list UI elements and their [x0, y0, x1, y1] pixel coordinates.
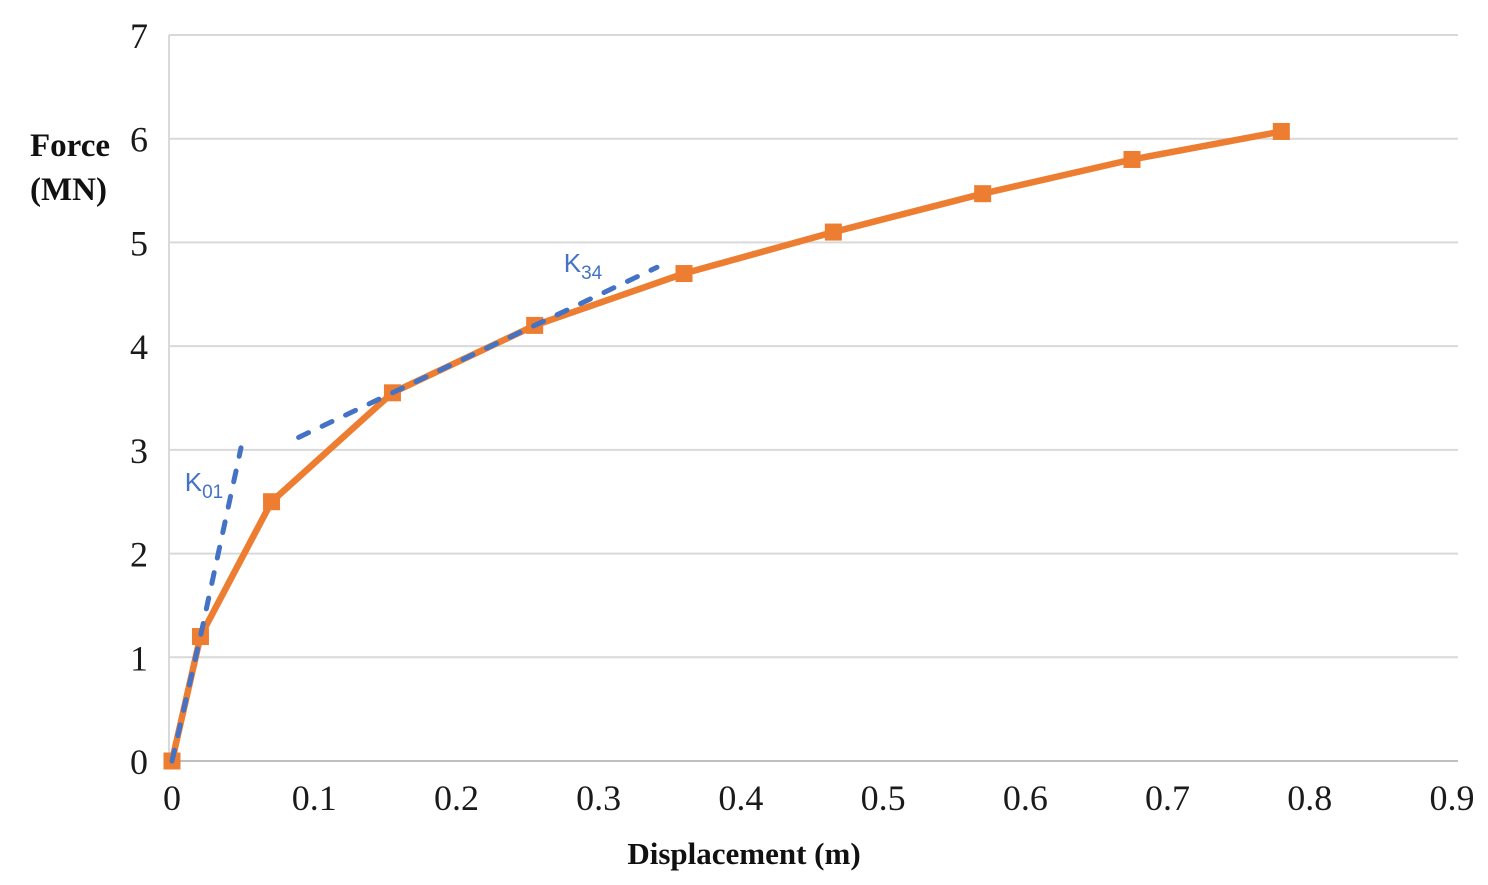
annotation-K01: K01 — [185, 467, 223, 503]
x-tick-label-0.1: 0.1 — [292, 778, 337, 818]
force-displacement-curve-marker-2 — [263, 493, 281, 511]
y-tick-label-2: 2 — [130, 535, 148, 575]
x-axis-title: Displacement (m) — [627, 836, 861, 871]
x-tick-label-0.4: 0.4 — [718, 778, 763, 818]
y-axis-title: Force (MN) — [30, 124, 110, 212]
x-tick-label-0.3: 0.3 — [576, 778, 621, 818]
x-tick-label-0.7: 0.7 — [1145, 778, 1190, 818]
x-tick-label-0.5: 0.5 — [861, 778, 906, 818]
y-tick-label-6: 6 — [130, 120, 148, 160]
y-tick-label-4: 4 — [130, 327, 148, 367]
y-axis-title-line1: Force — [30, 128, 111, 164]
y-tick-label-0: 0 — [130, 742, 148, 782]
x-tick-label-0: 0 — [163, 778, 181, 818]
x-tick-label-0.2: 0.2 — [434, 778, 479, 818]
force-displacement-curve-marker-5 — [675, 265, 693, 283]
y-tick-label-1: 1 — [130, 638, 148, 678]
y-axis-title-line2: (MN) — [30, 172, 107, 208]
x-tick-label-0.8: 0.8 — [1287, 778, 1332, 818]
force-displacement-curve-marker-8 — [1123, 150, 1141, 168]
annotation-K34: K34 — [564, 248, 603, 284]
K34-secant-stiffness-line — [296, 264, 660, 440]
y-tick-label-5: 5 — [130, 223, 148, 263]
force-displacement-curve — [168, 128, 1282, 762]
y-tick-label-7: 7 — [130, 16, 148, 56]
K01-initial-stiffness-line — [169, 445, 244, 764]
x-tick-label-0.6: 0.6 — [1003, 778, 1048, 818]
force-displacement-curve-marker-9 — [1272, 122, 1290, 140]
force-displacement-curve-marker-7 — [974, 185, 992, 203]
y-tick-label-3: 3 — [130, 431, 148, 471]
force-displacement-curve-marker-6 — [824, 223, 842, 241]
x-tick-label-0.9: 0.9 — [1430, 778, 1475, 818]
